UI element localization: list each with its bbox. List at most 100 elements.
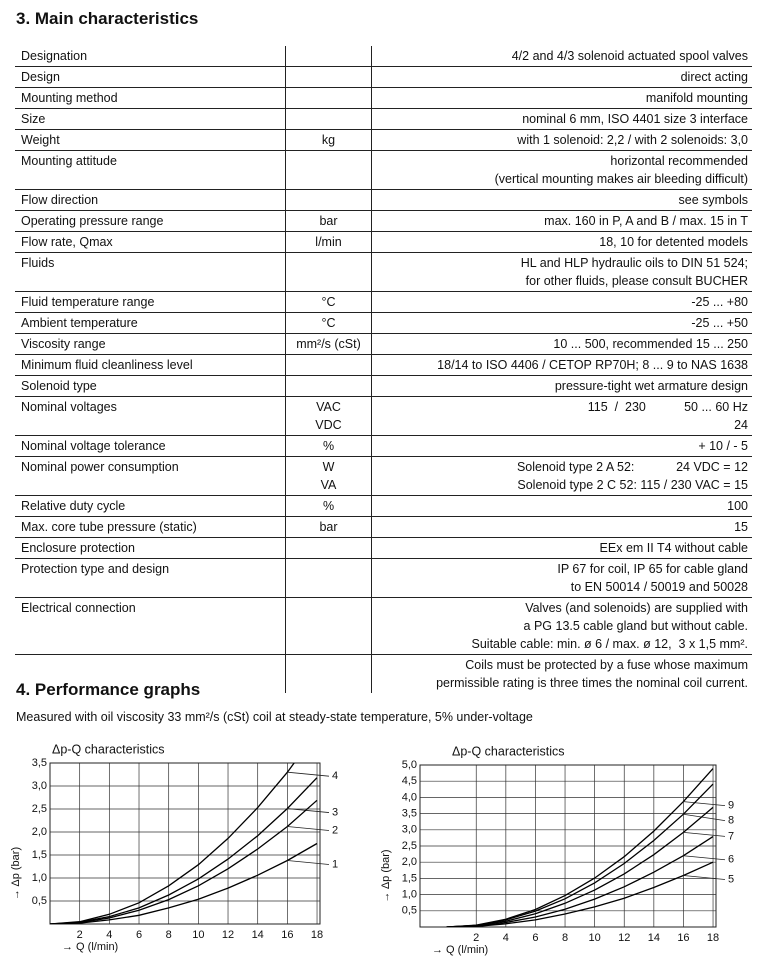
x-tick-label: 10: [589, 932, 601, 944]
y-tick-label: 0,5: [32, 895, 47, 907]
unit-cell: [285, 66, 372, 88]
unit-cell: °C: [285, 291, 372, 313]
row-label: Designation: [21, 49, 88, 63]
x-tick-label: 4: [503, 932, 509, 944]
y-tick-label: 1,5: [402, 872, 417, 884]
table-row: Viscosity range mm²/s (cSt) 10 ... 500, re…: [15, 333, 752, 355]
y-tick-label: 1,5: [32, 849, 47, 861]
table-row: Fluids HL and HLP hydraulic oils to DIN 5…: [15, 252, 752, 292]
value-cell: 115 / 230 50 ... 60 Hz 24: [371, 396, 752, 436]
curve: [50, 842, 318, 924]
x-tick-label: 16: [281, 929, 293, 941]
curve-label: 9: [728, 800, 734, 812]
x-axis-label: → Q (l/min): [62, 941, 118, 953]
row-label-cell: Nominal voltages: [15, 396, 286, 436]
curve: [446, 836, 714, 927]
row-label: Fluids: [21, 256, 55, 270]
value-cell: 15: [371, 516, 752, 538]
y-tick-label: 2,0: [32, 826, 47, 838]
unit-cell: W VA: [285, 456, 372, 496]
table-row: Flow direction see symbols: [15, 189, 752, 211]
unit-cell: VAC VDC: [285, 396, 372, 436]
curve: [50, 763, 295, 924]
value-line: (vertical mounting makes air bleeding di…: [494, 172, 748, 186]
row-label-cell: Electrical connection: [15, 597, 286, 655]
value-cell: Coils must be protected by a fuse whose …: [372, 655, 753, 694]
leader-line: [287, 771, 330, 777]
table-row: Minimum fluid cleanliness level 18/14 to …: [15, 354, 752, 376]
row-label: Protection type and design: [21, 562, 170, 576]
row-label-cell: Flow rate, Qmax: [15, 231, 286, 253]
row-label-cell: Ambient temperature: [15, 312, 286, 334]
value-cell: EEx em II T4 without cable: [371, 537, 752, 559]
value-line: 18, 10 for detented models: [599, 235, 748, 249]
unit: l/min: [315, 235, 342, 249]
curve: [446, 768, 714, 927]
unit-cell: °C: [285, 312, 372, 334]
x-tick-label: 2: [473, 932, 479, 944]
table-row: Ambient temperature °C -25 ... +50: [15, 312, 752, 334]
unit: %: [322, 439, 335, 453]
table-row: Weight kg with 1 solenoid: 2,2 / with 2 so…: [15, 129, 752, 151]
value-line: 15: [734, 520, 748, 534]
row-label-cell: Max. core tube pressure (static): [15, 516, 286, 538]
table-row: Mounting method manifold mounting: [15, 87, 752, 109]
table-row: Size nominal 6 mm, ISO 4401 size 3 interf…: [15, 108, 752, 130]
leader-line: [683, 831, 726, 837]
y-tick-label: 0,5: [402, 905, 417, 917]
curve: [446, 783, 714, 927]
table-row: Enclosure protection EEx em II T4 without…: [15, 537, 752, 559]
y-tick-label: 1,0: [402, 889, 417, 901]
table-row: Nominal voltage tolerance% + 10 / - 5: [15, 435, 752, 457]
unit-cell: %: [285, 495, 372, 517]
spec-table: Designation 4/2 and 4/3 solenoid actuated…: [15, 46, 752, 693]
row-label-cell: Flow direction: [15, 189, 286, 211]
unit-cell: l/min: [285, 231, 372, 253]
leader-line: [683, 813, 726, 822]
row-label-cell: Viscosity range: [15, 333, 286, 355]
y-tick-label: 5,0: [402, 759, 417, 771]
unit-cell: [285, 537, 372, 559]
value-line: 18/14 to ISO 4406 / CETOP RP70H; 8 ... 9…: [437, 358, 748, 372]
unit: W: [322, 460, 335, 474]
curve-label: 1: [332, 858, 338, 870]
leader-line: [683, 801, 726, 807]
unit-cell: bar: [285, 516, 372, 538]
y-tick-label: 2,5: [32, 803, 47, 815]
table-row: Fluid temperature range °C -25 ... +80: [15, 291, 752, 313]
table-row: Relative duty cycle% 100: [15, 495, 752, 517]
value-cell: Solenoid type 2 A 52: 24 VDC = 12 Solenoi…: [371, 456, 752, 496]
leader-line: [287, 860, 330, 865]
value-line: a PG 13.5 cable gland but without cable.: [523, 619, 748, 633]
value-line: 100: [727, 499, 748, 513]
curve: [50, 777, 318, 924]
row-label: Solenoid type: [21, 379, 97, 393]
unit-cell: [285, 189, 372, 211]
curve-label: 7: [728, 830, 734, 842]
row-label: Ambient temperature: [21, 316, 138, 330]
value-line: -25 ... +80: [691, 295, 748, 309]
row-label-cell: Protection type and design: [15, 558, 286, 598]
unit-cell: %: [285, 435, 372, 457]
x-tick-label: 6: [136, 929, 142, 941]
row-label: Fluid temperature range: [21, 295, 155, 309]
x-tick-label: 2: [77, 929, 83, 941]
plot-frame: [49, 762, 321, 925]
x-tick-label: 16: [677, 932, 689, 944]
row-label-cell: Relative duty cycle: [15, 495, 286, 517]
section-note: Measured with oil viscosity 33 mm²/s (cS…: [16, 710, 533, 724]
value-cell: see symbols: [371, 189, 752, 211]
unit: °C: [321, 316, 336, 330]
leader-line: [287, 808, 330, 813]
unit-cell: [285, 87, 372, 109]
curve-label: 2: [332, 824, 338, 836]
row-label: Viscosity range: [21, 337, 106, 351]
y-tick-label: 1,0: [32, 872, 47, 884]
table-row: Solenoid type pressure-tight wet armature…: [15, 375, 752, 397]
x-tick-label: 6: [532, 932, 538, 944]
row-label-cell: Minimum fluid cleanliness level: [15, 354, 286, 376]
y-tick-label: 3,5: [32, 757, 47, 769]
row-label-cell: Fluid temperature range: [15, 291, 286, 313]
y-axis-label: → Δp (bar): [380, 849, 392, 902]
leader-line: [287, 826, 330, 831]
